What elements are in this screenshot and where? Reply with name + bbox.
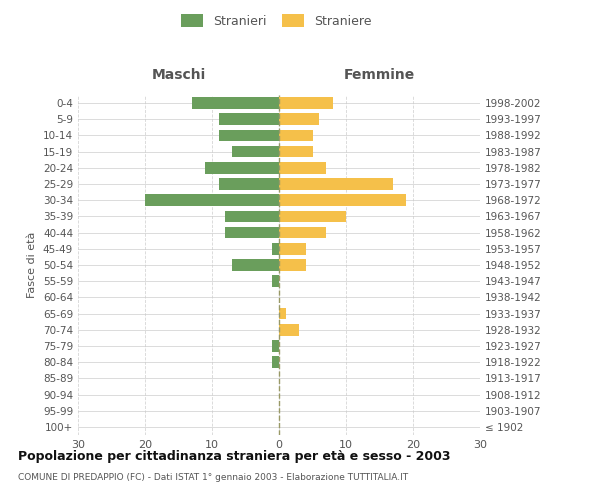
Bar <box>205 162 279 173</box>
Bar <box>226 227 279 238</box>
Bar <box>218 114 279 125</box>
Bar <box>272 340 279 352</box>
Text: COMUNE DI PREDAPPIO (FC) - Dati ISTAT 1° gennaio 2003 - Elaborazione TUTTITALIA.: COMUNE DI PREDAPPIO (FC) - Dati ISTAT 1°… <box>18 472 408 482</box>
Bar <box>272 356 279 368</box>
Bar <box>279 114 319 125</box>
Bar <box>272 243 279 254</box>
Bar <box>218 178 279 190</box>
Bar <box>226 210 279 222</box>
Y-axis label: Fasce di età: Fasce di età <box>28 232 37 298</box>
Bar <box>279 194 406 206</box>
Legend: Stranieri, Straniere: Stranieri, Straniere <box>176 8 377 33</box>
Text: Popolazione per cittadinanza straniera per età e sesso - 2003: Popolazione per cittadinanza straniera p… <box>18 450 451 463</box>
Bar <box>145 194 279 206</box>
Bar <box>232 146 279 158</box>
Bar <box>279 227 326 238</box>
Bar <box>232 259 279 271</box>
Text: Femmine: Femmine <box>344 68 415 82</box>
Bar <box>279 259 306 271</box>
Bar <box>279 308 286 320</box>
Text: Maschi: Maschi <box>151 68 206 82</box>
Bar <box>218 130 279 141</box>
Bar <box>279 210 346 222</box>
Bar <box>192 98 279 109</box>
Bar <box>279 98 332 109</box>
Bar <box>279 130 313 141</box>
Bar <box>279 146 313 158</box>
Bar <box>279 178 393 190</box>
Bar <box>279 162 326 173</box>
Bar <box>279 324 299 336</box>
Bar <box>279 243 306 254</box>
Bar <box>272 276 279 287</box>
